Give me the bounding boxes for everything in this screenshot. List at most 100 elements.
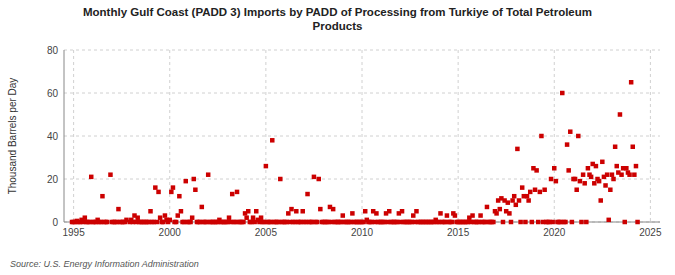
point [613,145,618,150]
point [235,190,240,195]
point [227,215,232,220]
point [167,218,172,223]
point [566,168,571,173]
y-tick-label: 40 [47,131,59,142]
point [581,172,586,177]
point [576,134,581,139]
point [316,177,321,182]
point [411,213,416,218]
point [148,209,153,214]
x-tick-label: 2005 [255,227,278,238]
point [600,160,605,165]
x-tick-label: 2025 [639,227,662,238]
grid-line-x [554,50,555,222]
point [563,220,568,225]
x-tick-label: 2010 [351,227,374,238]
point [156,190,161,195]
point [206,172,211,177]
point [350,211,355,216]
point [501,220,506,225]
point [318,207,323,212]
point [608,188,613,193]
point [294,209,299,214]
point [374,211,379,216]
point [520,185,525,190]
point [515,147,520,152]
point [264,164,269,169]
y-tick-label: 80 [47,45,59,56]
point [594,164,599,169]
point [534,168,539,173]
point [554,179,559,184]
point [200,205,205,210]
point [188,220,193,225]
point [597,179,602,184]
x-tick-label: 2015 [447,227,470,238]
point [193,188,198,193]
point [525,194,530,199]
point [246,209,251,214]
point [270,138,275,143]
point [153,185,158,190]
y-tick-label: 20 [47,174,59,185]
point [100,194,105,199]
point [286,211,291,216]
point [565,142,570,147]
point [578,179,583,184]
point [528,190,533,195]
grid-line-x [458,50,459,222]
point [530,220,535,225]
point [105,220,110,225]
point [300,209,305,214]
point [538,190,543,195]
point [259,215,264,220]
point [445,213,450,218]
point [618,112,623,117]
point [582,181,587,186]
point [494,211,499,216]
point [305,192,310,197]
point [89,175,94,180]
point [552,166,557,171]
point [179,209,184,214]
grid-line-x [169,50,170,222]
point [539,134,544,139]
y-tick-label: 60 [47,88,59,99]
point [315,220,320,225]
point [158,215,163,220]
point [568,129,573,134]
point [592,181,597,186]
point [574,188,579,193]
y-axis-label: Thousand Barrels per Day [7,78,18,195]
point [606,218,611,223]
point [506,200,511,205]
point [542,188,547,193]
point [507,211,512,216]
point [635,220,640,225]
point [598,198,603,203]
grid-line-x [73,50,74,222]
point [579,220,584,225]
point [533,188,538,193]
page: {"chart_data": { "type": "scatter", "tit… [0,0,675,275]
point [171,185,176,190]
point [619,172,624,177]
point [363,209,368,214]
point [387,209,392,214]
point [498,207,503,212]
point [629,80,634,85]
point [108,172,113,177]
point [518,220,523,225]
point [549,177,554,182]
point [192,177,197,182]
point [634,164,639,169]
point [438,211,443,216]
point [605,172,610,177]
point [254,209,258,214]
point [449,220,454,225]
point [623,220,628,225]
point [584,220,589,225]
point [278,177,283,182]
title-line: Products [313,20,363,32]
point [116,207,121,212]
